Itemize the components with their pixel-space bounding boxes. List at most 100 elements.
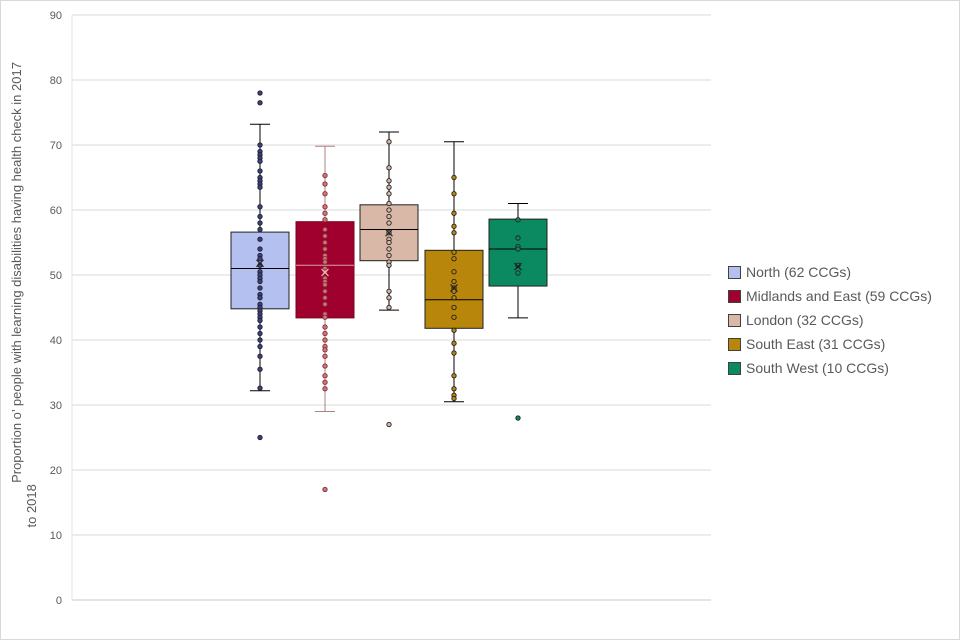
data-point: [322, 210, 328, 216]
data-point: [451, 288, 457, 294]
box-plot-series: [230, 90, 548, 493]
data-point: [386, 200, 392, 207]
data-point: [451, 249, 457, 255]
data-point: [386, 246, 392, 252]
data-point: [451, 278, 457, 285]
data-point: [257, 256, 263, 262]
data-point: [322, 172, 328, 179]
data-point: [322, 282, 328, 288]
mean-marker: [256, 259, 264, 268]
data-point: [322, 288, 328, 294]
data-point: [257, 285, 263, 291]
data-point: [386, 213, 392, 220]
mean-marker: [514, 262, 522, 271]
data-point: [451, 386, 457, 392]
data-point: [451, 395, 457, 402]
mean-marker: [385, 228, 393, 237]
data-point: [322, 363, 328, 369]
y-axis-label-line-1: Proportion o’ people with learning disab…: [9, 62, 24, 483]
data-point: [322, 330, 328, 337]
data-point: [257, 385, 263, 391]
data-point: [386, 207, 392, 213]
data-point: [386, 184, 392, 190]
legend-swatch: [728, 313, 741, 327]
data-point: [322, 301, 328, 307]
data-point: [386, 220, 392, 226]
data-point: [451, 340, 457, 346]
legend-label: South East (31 CCGs): [746, 336, 886, 352]
data-point: [257, 220, 263, 226]
y-tick-label: 10: [50, 530, 62, 542]
data-point: [386, 252, 392, 259]
data-point: [257, 184, 263, 190]
data-point: [257, 158, 263, 164]
legend-swatch: [728, 361, 741, 375]
data-point: [257, 142, 263, 148]
data-point: [322, 204, 328, 210]
data-point: [515, 217, 521, 223]
data-point: [386, 239, 392, 246]
y-tick-label: 20: [50, 465, 62, 477]
box-2: [295, 145, 355, 493]
data-point: [322, 337, 328, 343]
y-tick-label: 70: [50, 140, 62, 152]
data-point: [451, 295, 457, 301]
data-point: [451, 256, 457, 262]
data-point: [515, 262, 521, 268]
y-axis-ticks: 0 10 20 30 40 50 60 70 80 90: [50, 10, 62, 607]
data-point: [386, 421, 392, 428]
data-point: [257, 168, 263, 174]
y-tick-label: 50: [50, 270, 62, 282]
box-1: [230, 90, 290, 441]
data-point: [257, 324, 263, 330]
data-point: [322, 295, 328, 301]
data-point: [451, 223, 457, 229]
mean-marker: [321, 268, 329, 277]
data-point: [451, 191, 457, 197]
data-point: [515, 235, 521, 241]
data-point: [386, 288, 392, 294]
legend-swatch: [728, 289, 741, 303]
legend-label: North (62 CCGs): [746, 264, 852, 280]
y-axis-label-line-2: to 2018: [24, 484, 39, 527]
data-point: [257, 337, 263, 343]
data-point: [322, 233, 328, 239]
data-point: [322, 353, 328, 359]
y-tick-label: 90: [50, 10, 62, 22]
legend: North (62 CCGs) Midlands and East (59 CCG…: [728, 260, 932, 380]
data-point: [257, 236, 263, 242]
data-point: [257, 330, 263, 337]
data-point: [257, 246, 263, 252]
data-point: [515, 415, 521, 421]
y-tick-label: 0: [56, 595, 62, 607]
data-point: [257, 353, 263, 359]
data-point: [451, 210, 457, 216]
y-tick-label: 60: [50, 205, 62, 217]
data-point: [322, 386, 328, 392]
data-point: [322, 373, 328, 379]
data-point: [322, 379, 328, 385]
data-point: [322, 217, 328, 223]
data-point: [257, 366, 263, 372]
legend-item: South West (10 CCGs): [728, 356, 932, 380]
data-point: [451, 327, 457, 333]
box-4: [424, 141, 484, 403]
gridlines: [71, 14, 711, 601]
legend-item: North (62 CCGs): [728, 260, 932, 284]
data-point: [515, 246, 521, 252]
data-point: [322, 181, 328, 187]
data-point: [322, 259, 328, 265]
legend-label: London (32 CCGs): [746, 312, 864, 328]
data-point: [257, 434, 263, 441]
data-point: [322, 191, 328, 197]
data-point: [451, 314, 457, 320]
data-point: [322, 239, 328, 246]
data-point: [386, 165, 392, 171]
data-point: [386, 139, 392, 145]
data-point: [322, 486, 328, 493]
data-point: [257, 343, 263, 350]
data-point: [451, 230, 457, 236]
data-point: [257, 226, 263, 233]
y-tick-label: 30: [50, 400, 62, 412]
